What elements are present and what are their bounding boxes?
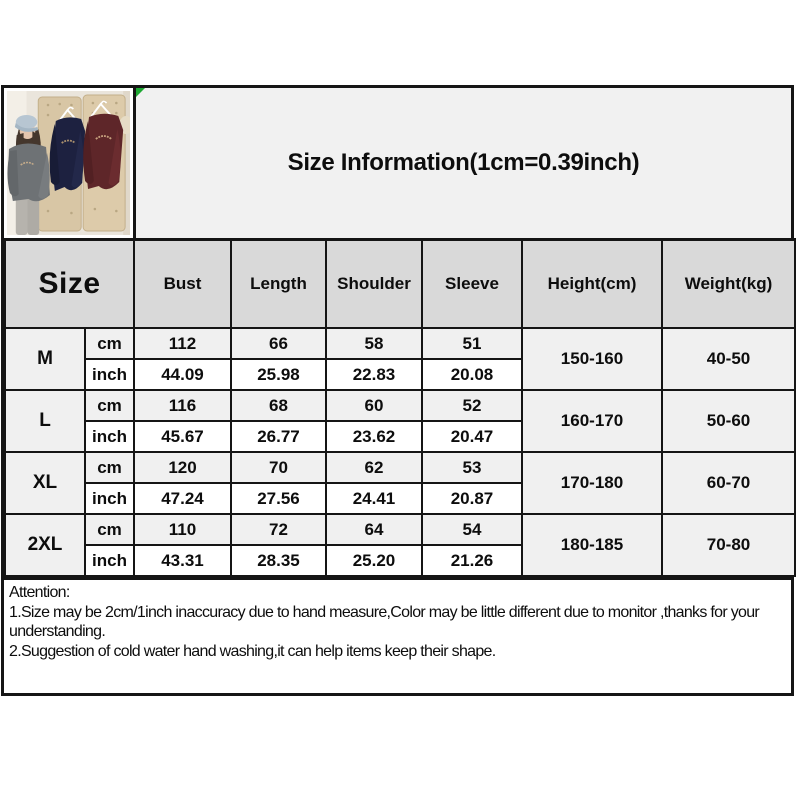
unit-label: cm [84, 327, 135, 360]
hanging-sweatshirt-navy [49, 106, 86, 191]
cell-value: 45.67 [133, 420, 232, 453]
cell-value: 25.20 [325, 544, 423, 577]
unit-label: inch [84, 482, 135, 515]
cell-value: 66 [230, 327, 327, 360]
cell-value: 64 [325, 513, 423, 546]
cell-value: 62 [325, 451, 423, 484]
height-range: 180-185 [521, 513, 663, 577]
header-size: Size [4, 238, 135, 329]
cell-value: 20.87 [421, 482, 523, 515]
attention-notes: Attention: 1.Size may be 2cm/1inch inacc… [4, 577, 791, 693]
unit-label: cm [84, 389, 135, 422]
cell-value: 22.83 [325, 358, 423, 391]
attention-note-1: 1.Size may be 2cm/1inch inaccuracy due t… [9, 603, 760, 641]
hanging-sweatshirt-maroon [83, 100, 124, 190]
size-label-l: L [4, 389, 86, 453]
top-row: Size Information(1cm=0.39inch) [4, 88, 791, 238]
cell-value: 116 [133, 389, 232, 422]
table-row: M cm 112 66 58 51 150-160 40-50 [4, 327, 796, 391]
cell-value: 43.31 [133, 544, 232, 577]
unit-label: inch [84, 420, 135, 453]
cell-value: 51 [421, 327, 523, 360]
height-range: 160-170 [521, 389, 663, 453]
cell-value: 60 [325, 389, 423, 422]
table-row: 2XL cm 110 72 64 54 180-185 70-80 [4, 513, 796, 577]
cell-value: 27.56 [230, 482, 327, 515]
unit-label: cm [84, 451, 135, 484]
table-header-row: Size Bust Length Shoulder Sleeve Height(… [4, 238, 796, 329]
unit-label: cm [84, 513, 135, 546]
size-label-2xl: 2XL [4, 513, 86, 577]
header-height: Height(cm) [521, 238, 663, 329]
height-range: 170-180 [521, 451, 663, 515]
cell-value: 72 [230, 513, 327, 546]
cell-value: 20.08 [421, 358, 523, 391]
model-figure [7, 115, 50, 235]
size-label-m: M [4, 327, 86, 391]
table-row: inch 47.24 27.56 24.41 20.87 [5, 482, 795, 515]
unit-label: inch [84, 358, 135, 391]
header-length: Length [230, 238, 327, 329]
cell-corner-marker-icon [136, 88, 145, 97]
cell-value: 53 [421, 451, 523, 484]
header-sleeve: Sleeve [421, 238, 523, 329]
cell-value: 47.24 [133, 482, 232, 515]
cell-value: 120 [133, 451, 232, 484]
attention-heading: Attention: [9, 584, 70, 601]
cell-value: 112 [133, 327, 232, 360]
cell-value: 54 [421, 513, 523, 546]
size-label-xl: XL [4, 451, 86, 515]
cell-value: 24.41 [325, 482, 423, 515]
cell-value: 70 [230, 451, 327, 484]
height-range: 150-160 [521, 327, 663, 391]
table-row: XL cm 120 70 62 53 170-180 60-70 [4, 451, 796, 515]
product-photo [4, 88, 136, 238]
cell-value: 21.26 [421, 544, 523, 577]
header-bust: Bust [133, 238, 232, 329]
table-row: inch 45.67 26.77 23.62 20.47 [5, 420, 795, 453]
cell-value: 52 [421, 389, 523, 422]
table-row: inch 44.09 25.98 22.83 20.08 [5, 358, 795, 391]
unit-label: inch [84, 544, 135, 577]
attention-note-2: 2.Suggestion of cold water hand washing,… [9, 642, 496, 660]
cell-value: 26.77 [230, 420, 327, 453]
size-table: Size Bust Length Shoulder Sleeve Height(… [4, 238, 796, 577]
weight-range: 50-60 [661, 389, 796, 453]
size-chart-sheet: Size Information(1cm=0.39inch) Size Bust… [1, 85, 796, 696]
header-weight: Weight(kg) [661, 238, 796, 329]
cell-value: 68 [230, 389, 327, 422]
cell-value: 25.98 [230, 358, 327, 391]
table-row: L cm 116 68 60 52 160-170 50-60 [4, 389, 796, 453]
product-photo-illustration [7, 91, 130, 235]
cell-value: 44.09 [133, 358, 232, 391]
cell-value: 23.62 [325, 420, 423, 453]
cell-value: 58 [325, 327, 423, 360]
cell-value: 20.47 [421, 420, 523, 453]
table-row: inch 43.31 28.35 25.20 21.26 [5, 544, 795, 577]
weight-range: 60-70 [661, 451, 796, 515]
cell-value: 110 [133, 513, 232, 546]
weight-range: 70-80 [661, 513, 796, 577]
page-title: Size Information(1cm=0.39inch) [287, 149, 640, 176]
cell-value: 28.35 [230, 544, 327, 577]
title-cell: Size Information(1cm=0.39inch) [136, 88, 791, 238]
header-shoulder: Shoulder [325, 238, 423, 329]
weight-range: 40-50 [661, 327, 796, 391]
